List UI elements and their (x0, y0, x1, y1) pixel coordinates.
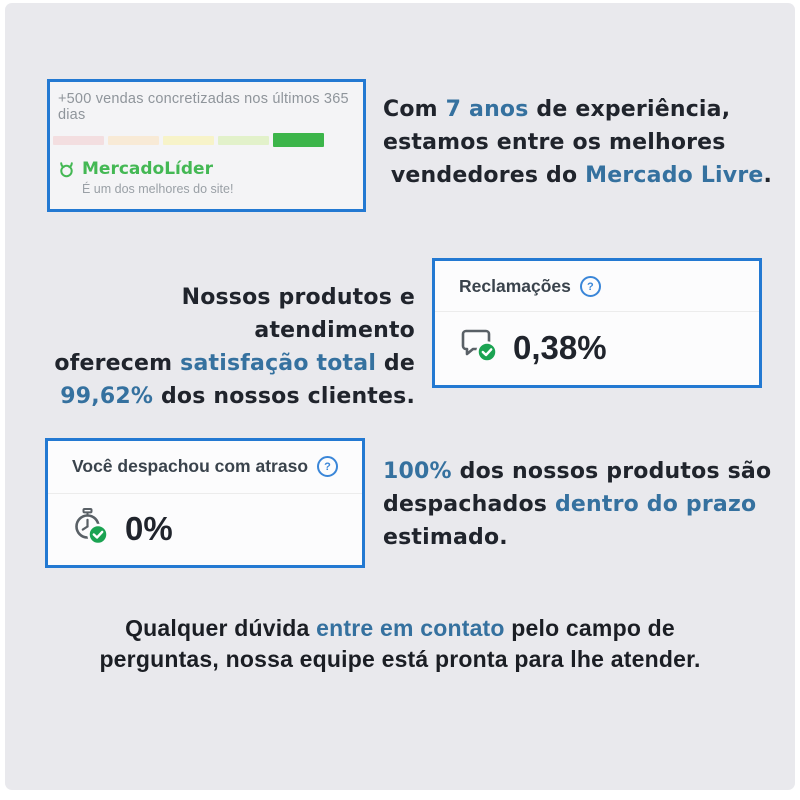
text-segment: pelo campo de perguntas, nossa equipe es… (99, 615, 701, 672)
reputation-level (163, 135, 214, 145)
text-segment: Nossos produtos e atendimento oferecem (54, 285, 415, 376)
highlighted-text: 100% (383, 459, 452, 484)
dispatch-value-row: 0% (69, 507, 173, 551)
highlighted-text: satisfação total (180, 351, 377, 376)
reputation-level (218, 135, 269, 145)
mercadolider-card: +500 vendas concretizadas nos últimos 36… (47, 79, 366, 212)
text-segment: de (383, 351, 415, 376)
mercadolider-medal-icon (58, 161, 75, 182)
text-segment: estimado. (383, 525, 508, 550)
dispatch-text: 100% dos nossos produtos são despachados… (383, 455, 783, 554)
highlighted-text: 7 anos (445, 97, 529, 122)
leader-label: MercadoLíder (82, 159, 213, 179)
leader-subtitle: É um dos melhores do site! (82, 182, 234, 196)
claims-value-row: 0,38% (459, 327, 607, 369)
claims-card: Reclamações ? 0,38% (432, 258, 762, 388)
experience-text: Com 7 anos de experiência, estamos entre… (383, 93, 783, 192)
stopwatch-check-icon (69, 507, 111, 551)
text-segment: . (763, 163, 773, 188)
text-segment: dos nossos clientes. (153, 384, 415, 409)
late-dispatch-card: Você despachou com atraso ? 0% (45, 438, 365, 568)
claims-value: 0,38% (513, 329, 607, 366)
reputation-thermometer (53, 132, 324, 148)
text-segment: Qualquer dúvida (125, 615, 317, 641)
reputation-level-active (273, 133, 324, 147)
chat-bubble-check-icon (459, 327, 499, 369)
dispatch-title: Você despachou com atraso (72, 456, 309, 476)
text-segment: de experiência, estamos entre os melhore… (383, 97, 731, 188)
sales-summary-text: +500 vendas concretizadas nos últimos 36… (58, 91, 349, 123)
divider (48, 493, 362, 494)
dispatch-value: 0% (125, 510, 173, 547)
contact-text: Qualquer dúvida entre em contato pelo ca… (0, 613, 800, 675)
leader-row: MercadoLíder É um dos melhores do site! (58, 160, 233, 196)
dispatch-card-header: Você despachou com atraso ? (72, 456, 339, 477)
question-mark-icon[interactable]: ? (317, 456, 339, 477)
satisfaction-text: Nossos produtos e atendimento oferecem s… (23, 281, 415, 413)
highlighted-text: Mercado Livre (585, 163, 764, 188)
text-segment: dos nossos produtos são despachados (383, 459, 772, 517)
divider (435, 311, 759, 312)
reputation-level (108, 135, 159, 145)
highlighted-text: dentro do prazo (554, 492, 757, 517)
highlighted-text: 99,62% (60, 384, 154, 409)
text-segment: Com (383, 97, 446, 122)
claims-card-header: Reclamações ? (459, 276, 601, 297)
highlighted-text: entre em contato (316, 615, 505, 641)
claims-title: Reclamações (459, 276, 571, 296)
reputation-level (53, 135, 104, 145)
question-mark-icon[interactable]: ? (579, 276, 601, 297)
leader-text: MercadoLíder É um dos melhores do site! (82, 159, 234, 197)
